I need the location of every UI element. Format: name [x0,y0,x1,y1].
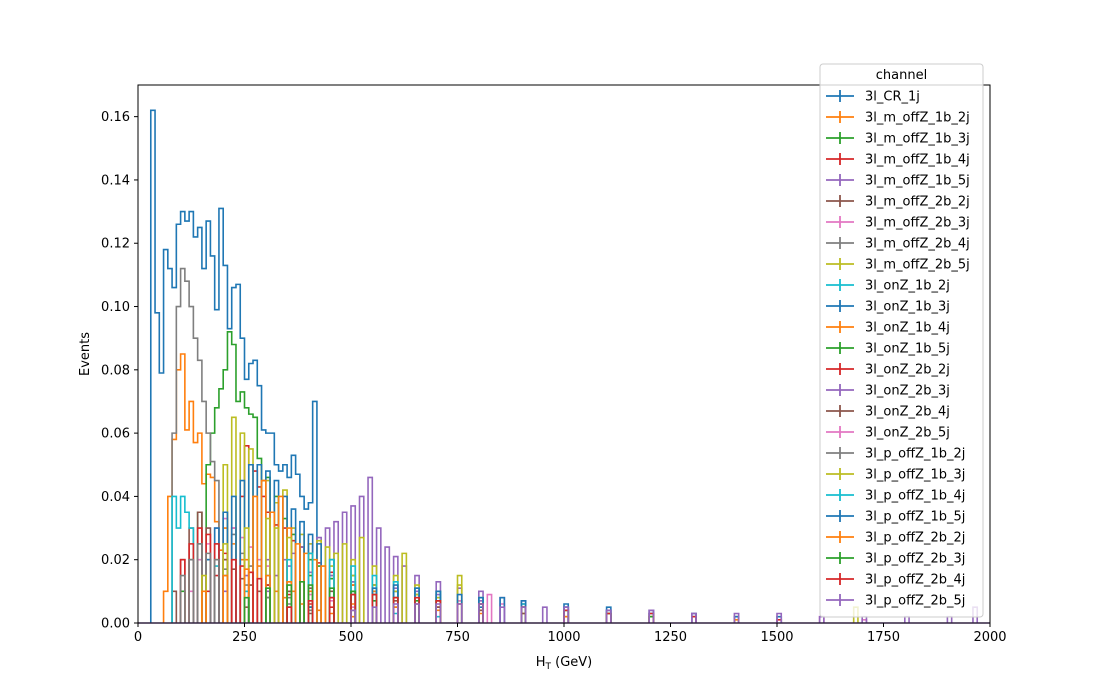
legend-entry: 3l_m_offZ_1b_2j [826,111,970,126]
y-tick-label: 0.02 [101,553,130,568]
legend-label: 3l_onZ_2b_3j [865,384,950,399]
plot-area: 0 250 500 750 1000 1250 1500 1750 2000 0.000.020… [101,84,1007,645]
legend-label: 3l_p_offZ_2b_2j [865,531,965,546]
x-axis-label-subscript: T [545,662,552,672]
legend-label: 3l_p_offZ_1b_4j [865,489,965,504]
legend-entry: 3l_p_offZ_1b_4j [826,489,965,504]
legend-label: 3l_onZ_2b_2j [865,363,950,378]
legend-title: channel [876,68,927,83]
x-tick-label: 500 [339,630,364,645]
y-axis: 0.00 0.02 0.04 0.06 0.08 0.10 0.12 0.14 0.16 [101,110,138,632]
legend-label: 3l_CR_1j [865,90,920,105]
y-tick-label: 0.16 [101,110,130,125]
legend-entry: 3l_m_offZ_2b_2j [826,195,970,210]
legend-entry: 3l_onZ_1b_4j [826,321,950,336]
legend-entry: 3l_m_offZ_1b_3j [826,132,970,147]
x-tick-label: 1750 [867,630,900,645]
y-tick-label: 0.14 [101,173,130,188]
series-3l_onZ_2b_2j [179,527,357,623]
legend-label: 3l_m_offZ_2b_2j [865,195,970,210]
legend-entry: 3l_CR_1j [826,90,920,105]
legend-label: 3l_m_offZ_2b_4j [865,237,970,252]
legend: channel 3l_CR_1j 3l_m_offZ_1b_2j 3l_m_offZ… [819,63,984,618]
legend-box [819,63,984,618]
legend-entry: 3l_p_offZ_1b_5j [826,510,965,525]
y-tick-label: 0.08 [101,363,130,378]
x-tick-label: 750 [445,630,470,645]
x-axis-label: HT (GeV) [536,655,593,672]
legend-entry: 3l_p_offZ_2b_3j [826,552,965,567]
x-tick-label: 1000 [547,630,580,645]
legend-label: 3l_p_offZ_2b_3j [865,552,965,567]
legend-entry: 3l_p_offZ_1b_2j [826,447,965,462]
x-tick-label: 0 [134,630,142,645]
legend-entry: 3l_onZ_2b_4j [826,405,950,420]
legend-label: 3l_p_offZ_2b_5j [865,594,965,609]
legend-entry: 3l_p_offZ_1b_3j [826,468,965,483]
legend-label: 3l_m_offZ_1b_2j [865,111,970,126]
legend-entry: 3l_onZ_1b_3j [826,300,950,315]
legend-label: 3l_m_offZ_1b_4j [865,153,970,168]
legend-entry: 3l_m_offZ_1b_4j [826,153,970,168]
legend-entry: 3l_m_offZ_2b_5j [826,258,970,273]
y-tick-label: 0.00 [101,617,130,632]
legend-entry: 3l_onZ_2b_3j [826,384,950,399]
legend-entry: 3l_onZ_2b_5j [826,426,950,441]
x-axis: 0 250 500 750 1000 1250 1500 1750 2000 [134,623,1007,645]
legend-label: 3l_p_offZ_1b_3j [865,468,965,483]
x-tick-label: 1250 [654,630,687,645]
x-tick-label: 2000 [973,630,1006,645]
legend-label: 3l_onZ_1b_5j [865,342,950,357]
y-tick-label: 0.12 [101,237,130,252]
x-tick-label: 250 [232,630,257,645]
x-tick-label: 1500 [760,630,793,645]
series-3l_CR_1j [149,109,318,623]
legend-entry: 3l_m_offZ_1b_5j [826,174,970,189]
legend-entries: 3l_CR_1j 3l_m_offZ_1b_2j 3l_m_offZ_1b_3j 3l… [826,90,970,609]
legend-label: 3l_onZ_2b_5j [865,426,950,441]
legend-label: 3l_p_offZ_1b_5j [865,510,965,525]
legend-entry: 3l_m_offZ_2b_4j [826,237,970,252]
series-3l_p_offZ_1b_2j [179,543,314,623]
legend-label: 3l_onZ_1b_4j [865,321,950,336]
legend-label: 3l_m_offZ_2b_3j [865,216,970,231]
y-tick-label: 0.10 [101,300,130,315]
legend-entry: 3l_onZ_2b_2j [826,363,950,378]
legend-entry: 3l_p_offZ_2b_5j [826,594,965,609]
legend-entry: 3l_p_offZ_2b_2j [826,531,965,546]
x-axis-label-main: H [536,655,546,670]
legend-label: 3l_p_offZ_2b_4j [865,573,965,588]
legend-label: 3l_p_offZ_1b_2j [865,447,965,462]
legend-label: 3l_m_offZ_1b_5j [865,174,970,189]
legend-label: 3l_onZ_2b_4j [865,405,950,420]
legend-label: 3l_m_offZ_1b_3j [865,132,970,147]
y-tick-label: 0.06 [101,427,130,442]
legend-label: 3l_onZ_1b_3j [865,300,950,315]
series-layer [138,109,990,624]
legend-label: 3l_m_offZ_2b_5j [865,258,970,273]
legend-entry: 3l_onZ_1b_5j [826,342,950,357]
legend-entry: 3l_p_offZ_2b_4j [826,573,965,588]
y-axis-label: Events [78,332,93,376]
x-axis-label-unit: (GeV) [551,655,592,670]
legend-entry: 3l_onZ_1b_2j [826,279,950,294]
legend-label: 3l_onZ_1b_2j [865,279,950,294]
y-tick-label: 0.04 [101,490,130,505]
legend-entry: 3l_m_offZ_2b_3j [826,216,970,231]
